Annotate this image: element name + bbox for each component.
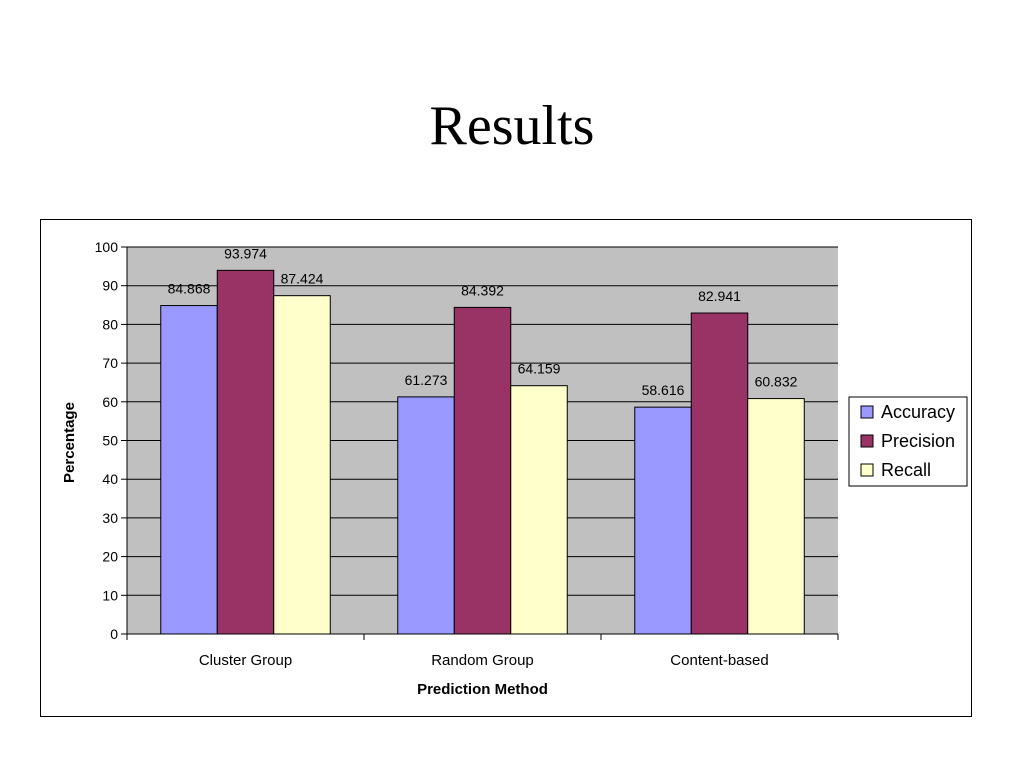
x-axis-title: Prediction Method bbox=[417, 681, 548, 698]
data-label: 58.616 bbox=[642, 382, 685, 398]
legend-label: Recall bbox=[881, 460, 931, 480]
y-tick-label: 40 bbox=[102, 471, 118, 487]
x-category-label: Content-based bbox=[670, 652, 768, 669]
bar-accuracy-1 bbox=[160, 305, 218, 635]
y-tick-label: 70 bbox=[102, 355, 118, 371]
data-label: 84.392 bbox=[461, 282, 504, 298]
bar-precision-2 bbox=[453, 306, 512, 635]
y-tick-label: 0 bbox=[110, 626, 118, 642]
data-label: 82.941 bbox=[698, 288, 741, 304]
legend-label: Accuracy bbox=[881, 402, 955, 422]
legend-swatch bbox=[860, 463, 874, 477]
y-tick-label: 20 bbox=[102, 549, 118, 565]
slide-title: Results bbox=[429, 95, 595, 157]
bar-accuracy-3 bbox=[634, 406, 692, 635]
y-tick-label: 100 bbox=[95, 239, 119, 255]
x-category-label: Cluster Group bbox=[199, 652, 292, 669]
y-tick-label: 10 bbox=[102, 587, 118, 603]
bar-recall-2 bbox=[510, 385, 568, 635]
y-tick-label: 80 bbox=[102, 316, 118, 332]
legend-swatch bbox=[860, 434, 874, 448]
data-label: 60.832 bbox=[755, 374, 798, 390]
bar-recall-3 bbox=[747, 398, 805, 635]
data-label: 64.159 bbox=[518, 361, 561, 377]
data-label: 87.424 bbox=[281, 271, 324, 287]
x-category-label: Random Group bbox=[431, 652, 534, 669]
data-label: 84.868 bbox=[168, 281, 211, 297]
y-tick-label: 30 bbox=[102, 510, 118, 526]
bar-accuracy-2 bbox=[397, 396, 455, 635]
bar-precision-1 bbox=[216, 269, 275, 635]
legend-label: Precision bbox=[881, 431, 955, 451]
legend-swatch bbox=[860, 405, 874, 419]
data-label: 61.273 bbox=[405, 372, 448, 388]
data-label: 93.974 bbox=[224, 245, 267, 261]
bar-precision-3 bbox=[690, 312, 749, 635]
y-tick-label: 60 bbox=[102, 394, 118, 410]
y-axis-title: Percentage bbox=[61, 402, 78, 483]
bar-recall-1 bbox=[273, 295, 331, 635]
y-tick-label: 50 bbox=[102, 433, 118, 449]
y-tick-label: 90 bbox=[102, 278, 118, 294]
